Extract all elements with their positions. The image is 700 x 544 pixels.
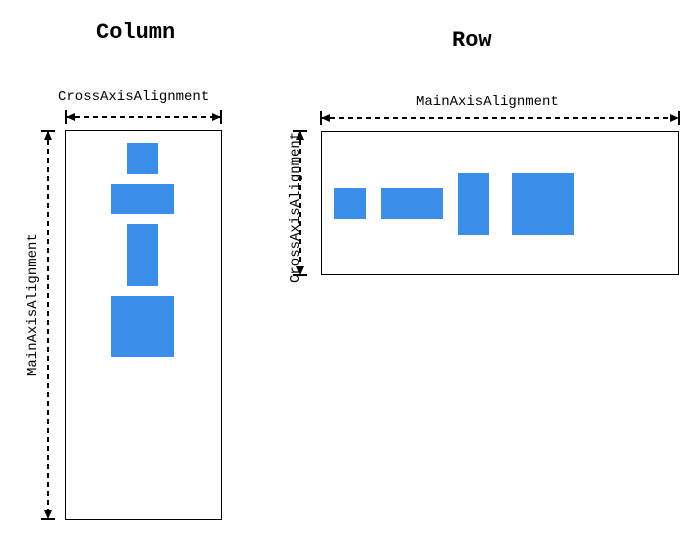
row-child-large-square [512, 173, 574, 235]
row-child-small-square [334, 188, 366, 219]
column-child-small-square [127, 143, 158, 174]
row-child-wide-rect [381, 188, 443, 219]
column-child-wide-rect [111, 184, 174, 214]
row-cross-axis-arrow [293, 130, 307, 276]
column-child-large-square [111, 296, 174, 357]
column-title: Column [96, 20, 176, 45]
row-main-axis-label: MainAxisAlignment [416, 94, 559, 110]
column-child-tall-rect [127, 224, 158, 286]
row-container [321, 131, 679, 275]
column-cross-axis-label: CrossAxisAlignment [58, 89, 210, 105]
column-cross-axis-arrow [65, 110, 222, 124]
row-child-tall-rect [458, 173, 489, 235]
column-main-axis-arrow [41, 130, 55, 520]
row-title: Row [452, 28, 492, 53]
row-main-axis-arrow [320, 111, 680, 125]
